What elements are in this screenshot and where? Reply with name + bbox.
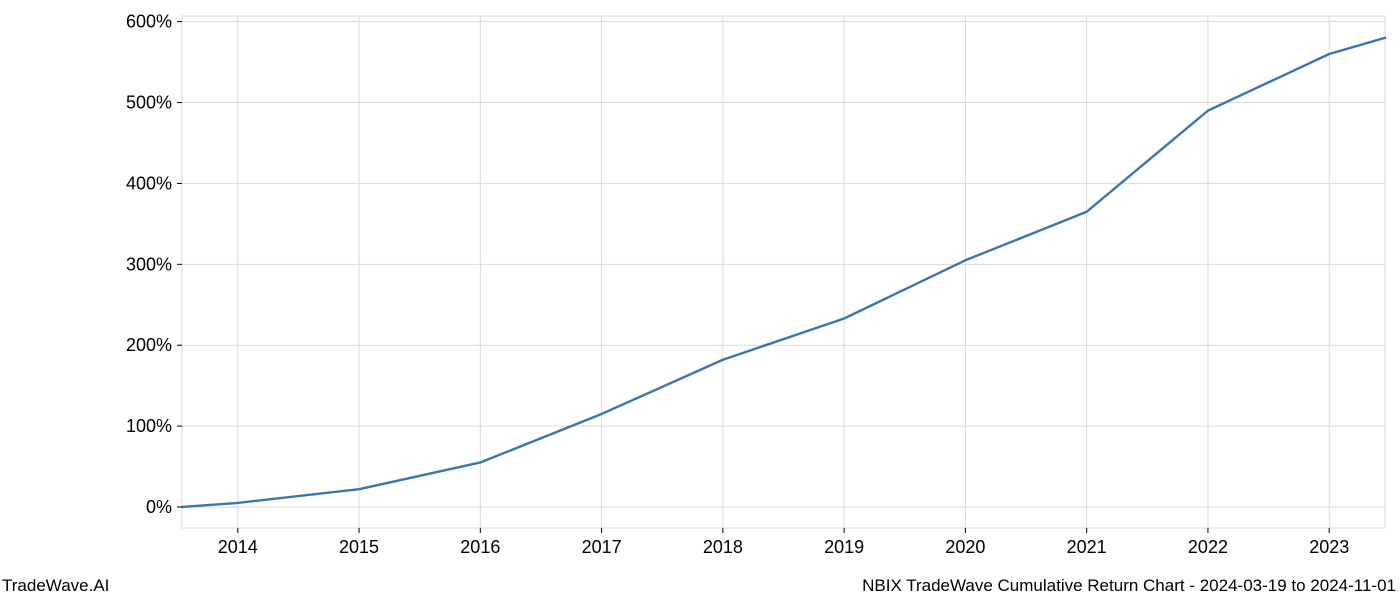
footer-brand: TradeWave.AI — [2, 576, 109, 596]
svg-text:0%: 0% — [146, 497, 172, 517]
line-chart: 2014 2015 2016 2017 2018 2019 2020 2021 2022 2023… — [0, 0, 1400, 600]
svg-text:500%: 500% — [126, 93, 172, 113]
svg-text:100%: 100% — [126, 416, 172, 436]
chart-container: 2014 2015 2016 2017 2018 2019 2020 2021 2022 2023… — [0, 0, 1400, 600]
footer-caption: NBIX TradeWave Cumulative Return Chart -… — [862, 576, 1396, 596]
svg-text:2019: 2019 — [824, 537, 864, 557]
svg-text:2021: 2021 — [1067, 537, 1107, 557]
svg-text:2020: 2020 — [945, 537, 985, 557]
svg-text:2017: 2017 — [582, 537, 622, 557]
svg-text:400%: 400% — [126, 173, 172, 193]
svg-text:2018: 2018 — [703, 537, 743, 557]
svg-text:2015: 2015 — [339, 537, 379, 557]
svg-text:2014: 2014 — [218, 537, 258, 557]
svg-text:2016: 2016 — [460, 537, 500, 557]
svg-text:2023: 2023 — [1309, 537, 1349, 557]
svg-text:2022: 2022 — [1188, 537, 1228, 557]
svg-text:200%: 200% — [126, 335, 172, 355]
svg-text:300%: 300% — [126, 254, 172, 274]
svg-text:600%: 600% — [126, 12, 172, 32]
